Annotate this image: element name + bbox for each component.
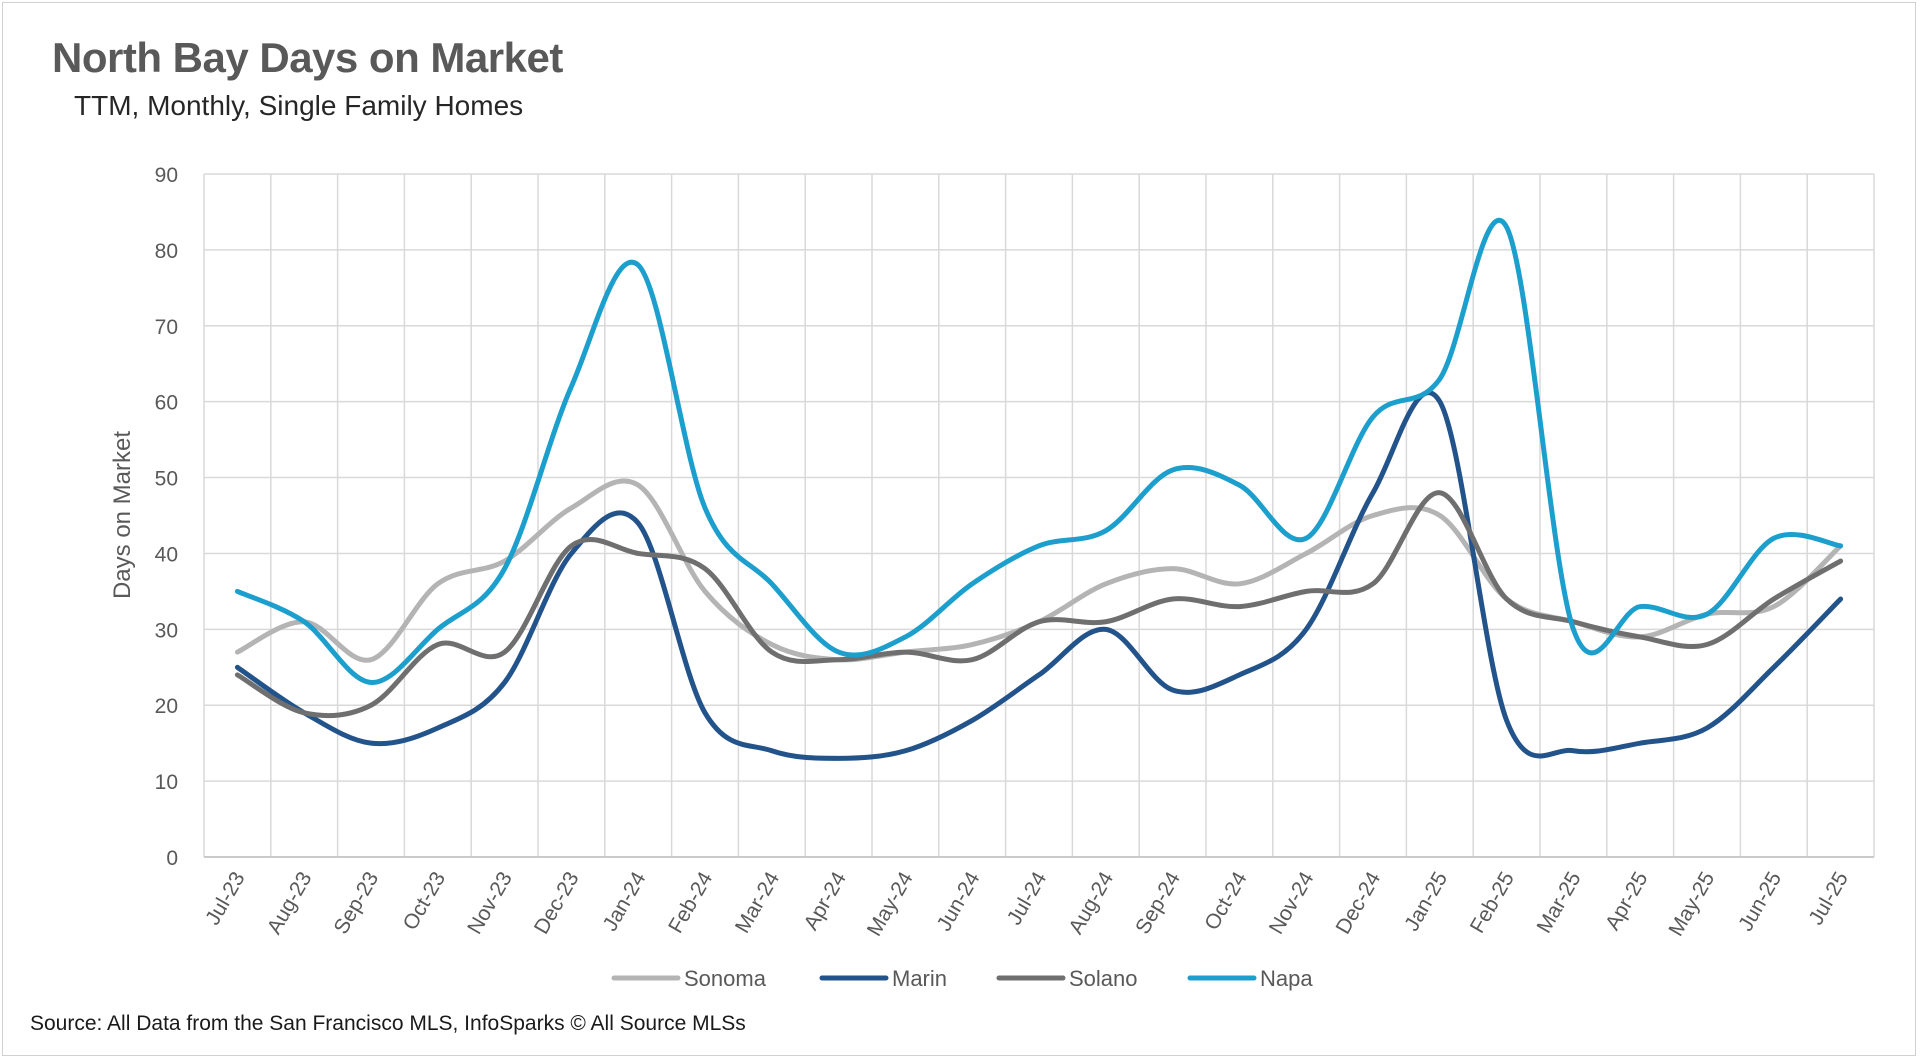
y-tick-label: 30 [155,619,178,642]
x-axis-ticks: Jul-23 Aug-23 Sep-23 Oct-23 Nov-23 Dec-23 Jan-… [201,868,1853,940]
chart-title: North Bay Days on Market [52,34,563,81]
y-tick-label: 60 [155,392,178,415]
x-tick-label: Sep-24 [1131,868,1185,938]
x-tick-label: Jan-25 [1400,868,1452,935]
x-tick-label: Nov-23 [463,868,517,938]
source-note: Source: All Data from the San Francisco … [30,1012,746,1035]
x-tick-label: Jul-23 [201,868,250,929]
x-tick-label: Aug-23 [263,868,317,938]
chart-subtitle: TTM, Monthly, Single Family Homes [74,90,524,121]
x-tick-label: Mar-25 [1533,868,1586,937]
series-lines [234,217,1844,761]
legend: Sonoma Marin Solano Napa [611,966,1313,991]
x-tick-label: Jan-24 [599,868,651,935]
y-tick-label: 10 [155,771,178,794]
x-tick-label: Sep-23 [330,868,384,938]
y-tick-label: 70 [155,316,178,339]
series-line-sonoma [234,478,1844,663]
x-tick-label: Apr-24 [799,868,851,934]
x-tick-label: May-25 [1664,868,1719,940]
legend-label-sonoma: Sonoma [684,966,767,991]
x-tick-label: Dec-23 [530,868,584,938]
y-axis-ticks: 0 10 20 30 40 50 60 70 80 90 [155,164,178,870]
chart-grid [203,173,1875,858]
y-tick-label: 20 [155,695,178,718]
x-tick-label: May-24 [863,868,918,940]
x-tick-label: Feb-25 [1466,868,1519,937]
legend-label-solano: Solano [1069,966,1138,991]
y-tick-label: 90 [155,164,178,187]
y-tick-label: 0 [166,847,178,870]
x-tick-label: Jun-25 [1734,868,1786,935]
x-tick-label: Apr-25 [1601,868,1652,934]
y-tick-label: 40 [155,543,178,566]
x-tick-label: Jul-25 [1804,868,1853,929]
x-tick-label: Oct-24 [1200,868,1252,934]
x-tick-label: Mar-24 [731,868,784,937]
x-tick-label: Jul-24 [1003,868,1052,929]
x-tick-label: Jun-24 [933,868,985,935]
series-line-napa [234,217,1844,685]
y-axis-label: Days on Market [109,431,136,599]
x-tick-label: Nov-24 [1265,868,1319,938]
x-tick-label: Aug-24 [1064,868,1118,938]
legend-label-marin: Marin [892,966,947,991]
x-tick-label: Dec-24 [1332,868,1386,938]
x-tick-label: Oct-23 [399,868,450,934]
legend-label-napa: Napa [1260,966,1313,991]
x-tick-label: Feb-24 [664,868,717,937]
y-tick-label: 50 [155,468,178,491]
y-tick-label: 80 [155,240,178,263]
series-line-marin [234,390,1844,761]
